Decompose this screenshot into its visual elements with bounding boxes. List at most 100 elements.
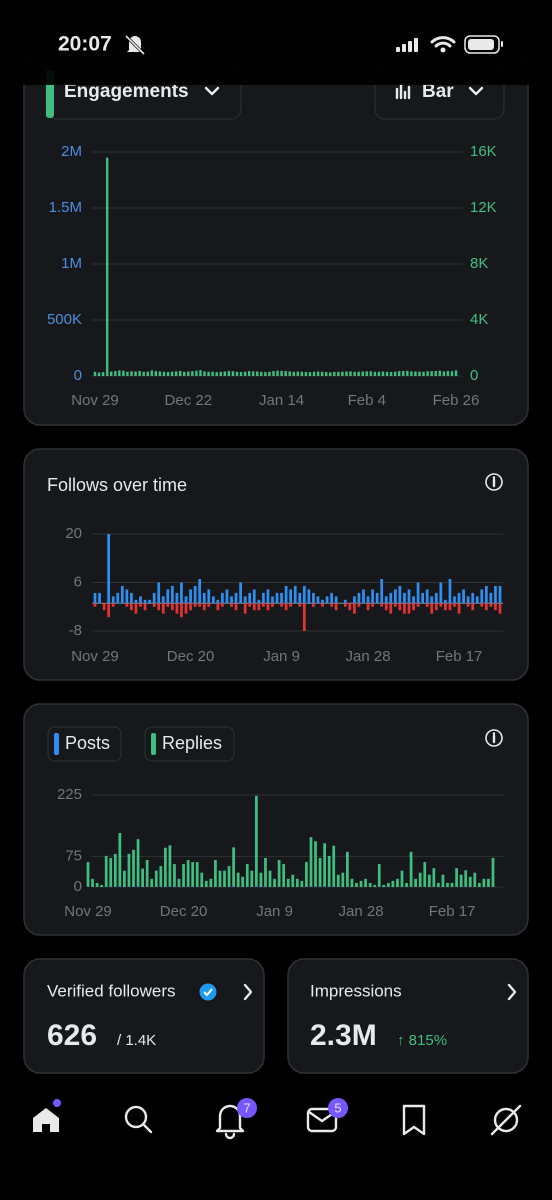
- bar: [444, 603, 447, 611]
- bar: [421, 592, 425, 604]
- stat-value: 626: [47, 1019, 97, 1052]
- stat-label: Verified followers: [47, 981, 176, 1000]
- bar: [475, 596, 479, 604]
- bar: [284, 585, 288, 604]
- bar: [266, 589, 270, 604]
- bar: [418, 371, 421, 376]
- legend-item[interactable]: [47, 726, 122, 762]
- bar: [235, 371, 239, 376]
- legend-item[interactable]: [144, 726, 235, 762]
- verified-badge: [199, 983, 217, 1001]
- bar: [186, 860, 190, 887]
- bar: [193, 603, 197, 607]
- info-icon[interactable]: [485, 729, 503, 747]
- bar: [203, 371, 206, 376]
- bar: [357, 371, 360, 376]
- bar: [221, 603, 224, 607]
- bar: [491, 857, 495, 887]
- bar: [126, 371, 129, 376]
- bar: [393, 603, 397, 607]
- bar: [377, 864, 381, 887]
- bar: [332, 845, 336, 887]
- bar: [300, 880, 304, 887]
- bar: [284, 603, 288, 611]
- bar: [477, 882, 481, 887]
- bar: [216, 603, 220, 611]
- bar: [362, 589, 365, 604]
- bar: [330, 592, 333, 604]
- bar: [312, 592, 315, 604]
- bar: [377, 371, 381, 376]
- bar: [466, 596, 470, 604]
- stat-card[interactable]: [287, 958, 529, 1074]
- bar: [138, 370, 141, 376]
- stat-value: 2.3M: [310, 1019, 377, 1052]
- bar: [434, 603, 438, 611]
- messages-icon[interactable]: [306, 1107, 338, 1133]
- bar: [289, 603, 293, 607]
- bar: [393, 589, 397, 604]
- bar: [298, 603, 302, 607]
- bar: [132, 849, 135, 887]
- x-tick-label: Nov 29: [64, 903, 112, 920]
- search-icon[interactable]: [124, 1105, 153, 1134]
- bar: [334, 603, 338, 611]
- bar: [152, 603, 156, 607]
- bar: [211, 371, 214, 376]
- bar: [248, 592, 252, 604]
- bar: [256, 371, 259, 376]
- x-tick-label: Feb 17: [436, 648, 483, 665]
- bar: [141, 868, 144, 887]
- bar: [416, 582, 420, 604]
- bar: [218, 870, 222, 887]
- bar: [202, 603, 206, 611]
- bar: [182, 864, 185, 887]
- bar: [385, 371, 389, 376]
- bar: [214, 860, 217, 887]
- bar: [489, 603, 493, 607]
- bar: [102, 603, 106, 611]
- bar: [346, 851, 349, 887]
- bar: [437, 882, 440, 887]
- bar: [130, 603, 133, 611]
- x-tick-label: Jan 28: [339, 903, 384, 920]
- bar: [323, 843, 326, 887]
- bar: [193, 585, 197, 604]
- bar: [198, 603, 202, 607]
- home-icon[interactable]: [33, 1108, 59, 1132]
- bar: [397, 371, 401, 376]
- bar: [123, 870, 126, 887]
- y2-tick-label: 4K: [470, 311, 488, 328]
- bar: [405, 882, 408, 887]
- bar: [166, 371, 170, 376]
- follows-card: [23, 448, 529, 681]
- stat-card[interactable]: [23, 958, 265, 1074]
- bookmarks-icon[interactable]: [402, 1104, 426, 1136]
- bar: [216, 599, 220, 604]
- bar: [350, 878, 354, 887]
- bar: [334, 596, 338, 604]
- grok-icon[interactable]: [490, 1104, 522, 1136]
- y-tick-label: 500K: [47, 311, 82, 328]
- bar: [184, 596, 188, 604]
- bar: [111, 596, 115, 604]
- bar: [143, 603, 147, 611]
- bar: [295, 878, 299, 887]
- bar: [187, 371, 190, 376]
- badge: [237, 1098, 257, 1118]
- bar: [86, 862, 90, 887]
- info-icon[interactable]: [485, 473, 503, 491]
- bar: [337, 371, 340, 376]
- bar: [97, 372, 101, 376]
- bar: [441, 874, 445, 887]
- signal-icon: [396, 38, 418, 52]
- bar: [314, 841, 317, 887]
- bar: [380, 579, 384, 604]
- notifications-icon[interactable]: [215, 1104, 245, 1140]
- bar: [407, 589, 411, 604]
- badge-count: 7: [243, 1100, 250, 1115]
- bar: [125, 603, 129, 607]
- y-tick-label: 0: [74, 367, 82, 384]
- bar: [455, 868, 458, 887]
